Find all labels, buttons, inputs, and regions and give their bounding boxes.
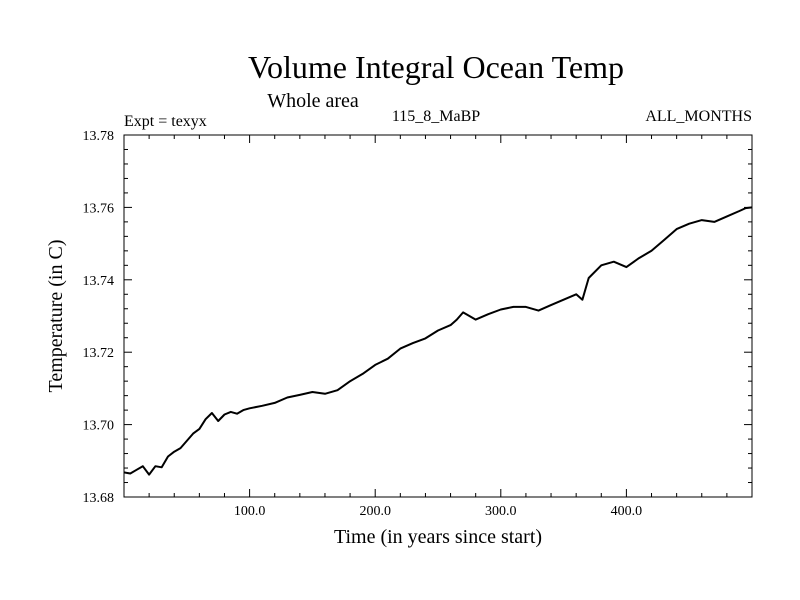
y-tick-label: 13.70 <box>83 419 115 434</box>
expt-label: Expt = texyx <box>124 113 207 130</box>
axis-ticks <box>124 135 752 497</box>
axis-tick-labels: 100.0 200.0 300.0 400.0 13.68 13.70 13.72 13.74… <box>83 129 643 519</box>
x-tick-label: 300.0 <box>485 504 517 519</box>
plot-area <box>123 134 753 498</box>
chart-subtitle: Whole area <box>267 90 359 112</box>
y-tick-label: 13.74 <box>83 274 115 289</box>
x-tick-label: 200.0 <box>359 504 391 519</box>
y-axis-label: Temperature (in C) <box>45 240 67 393</box>
period-label: 115_8_MaBP <box>392 108 480 125</box>
y-tick-label: 13.78 <box>83 129 115 144</box>
series-group <box>123 206 753 476</box>
x-axis-label: Time (in years since start) <box>334 526 542 548</box>
y-tick-label: 13.72 <box>83 346 115 361</box>
series-line <box>123 206 753 476</box>
x-tick-label: 400.0 <box>611 504 643 519</box>
y-tick-label: 13.76 <box>83 201 115 216</box>
months-label: ALL_MONTHS <box>645 108 752 125</box>
y-tick-label: 13.68 <box>83 491 115 506</box>
chart-title: Volume Integral Ocean Temp <box>248 49 624 85</box>
x-tick-label: 100.0 <box>234 504 266 519</box>
